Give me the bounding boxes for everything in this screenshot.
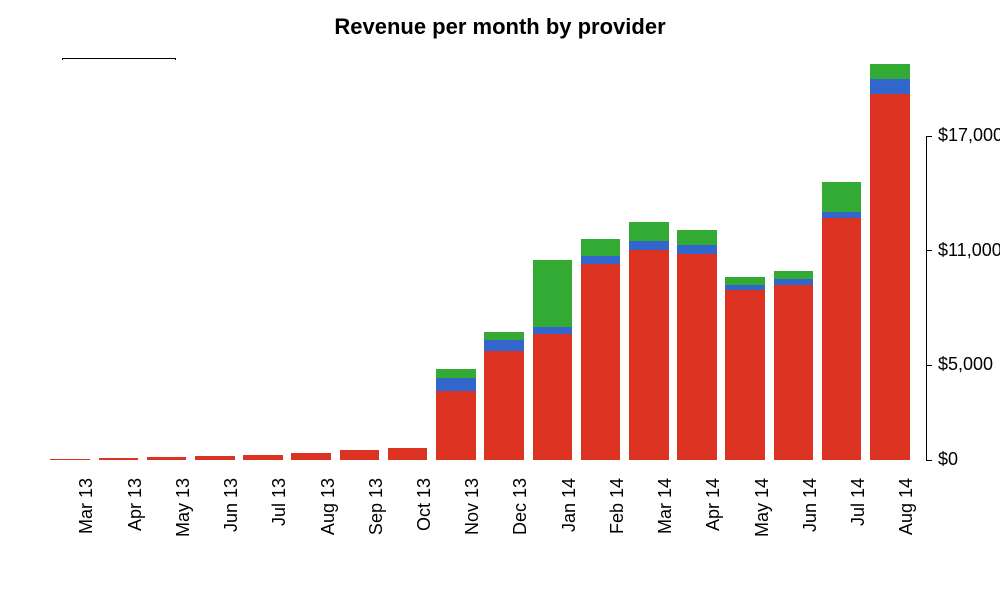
bar-segment-amazon (436, 378, 476, 391)
bar-segment-stripe (725, 277, 765, 285)
bar-segment-paypal (388, 448, 428, 460)
y-tick-mark (926, 136, 932, 137)
bar-slot (388, 60, 428, 460)
x-tick-label: Jul 13 (269, 478, 290, 558)
x-tick-label: May 14 (752, 478, 773, 558)
bar-slot (147, 60, 187, 460)
bar-segment-paypal (99, 458, 139, 460)
x-tick-label: Apr 13 (125, 478, 146, 558)
x-tick-label: Jul 14 (848, 478, 869, 558)
x-tick-label: Jan 14 (559, 478, 580, 558)
bar-segment-amazon (484, 340, 524, 351)
x-tick-label: Nov 13 (462, 478, 483, 558)
bar-slot (436, 60, 476, 460)
x-tick-label: Sep 13 (366, 478, 387, 558)
y-tick-mark (926, 250, 932, 251)
bar-slot (822, 60, 862, 460)
x-tick-label: Mar 14 (655, 478, 676, 558)
x-tick-label: Oct 13 (414, 478, 435, 558)
x-tick-label: Jun 13 (221, 478, 242, 558)
bar-slot (340, 60, 380, 460)
bar-slot (50, 60, 90, 460)
x-tick-label: Mar 13 (76, 478, 97, 558)
bar-slot (725, 60, 765, 460)
y-tick-label: $11,000 (938, 240, 1000, 261)
bar-segment-paypal (195, 456, 235, 460)
x-tick-label: May 13 (173, 478, 194, 558)
bar-segment-paypal (629, 250, 669, 460)
bar-segment-amazon (677, 245, 717, 255)
bar-segment-paypal (533, 334, 573, 460)
x-tick-label: Feb 14 (607, 478, 628, 558)
x-tick-label: Dec 13 (510, 478, 531, 558)
y-tick-mark (926, 365, 932, 366)
y-tick-label: $5,000 (938, 354, 993, 375)
bar-slot (774, 60, 814, 460)
bar-slot (243, 60, 283, 460)
bar-segment-amazon (822, 212, 862, 218)
bar-slot (484, 60, 524, 460)
bar-slot (677, 60, 717, 460)
bar-segment-paypal (50, 459, 90, 460)
bar-slot (99, 60, 139, 460)
bar-segment-amazon (581, 256, 621, 264)
bar-segment-paypal (822, 218, 862, 460)
x-tick-label: Apr 14 (703, 478, 724, 558)
bar-segment-amazon (870, 79, 910, 94)
bar-segment-paypal (870, 94, 910, 460)
bar-segment-stripe (822, 182, 862, 212)
bar-slot (291, 60, 331, 460)
bar-segment-stripe (581, 239, 621, 256)
bar-segment-stripe (870, 64, 910, 79)
bar-segment-paypal (243, 455, 283, 460)
bar-segment-paypal (677, 254, 717, 460)
bar-slot (870, 60, 910, 460)
bar-segment-stripe (436, 369, 476, 379)
bar-segment-paypal (774, 285, 814, 460)
bar-segment-amazon (629, 241, 669, 251)
x-tick-label: Jun 14 (800, 478, 821, 558)
bar-slot (581, 60, 621, 460)
chart-title: Revenue per month by provider (0, 14, 1000, 40)
bar-segment-paypal (436, 391, 476, 460)
y-tick-mark (926, 460, 932, 461)
bar-segment-amazon (725, 285, 765, 291)
bar-slot (533, 60, 573, 460)
bar-segment-paypal (340, 450, 380, 460)
bar-segment-paypal (581, 264, 621, 460)
bar-segment-paypal (147, 457, 187, 460)
bar-segment-paypal (725, 290, 765, 460)
y-axis-line (926, 136, 927, 460)
bar-segment-stripe (677, 230, 717, 245)
bar-slot (629, 60, 669, 460)
bar-segment-stripe (484, 332, 524, 340)
bar-segment-stripe (533, 260, 573, 327)
bar-segment-amazon (533, 327, 573, 335)
bar-segment-amazon (774, 279, 814, 285)
y-tick-label: $0 (938, 449, 958, 470)
x-tick-label: Aug 14 (896, 478, 917, 558)
x-tick-label: Aug 13 (318, 478, 339, 558)
y-tick-label: $17,000 (938, 125, 1000, 146)
bar-segment-paypal (291, 453, 331, 460)
bar-segment-stripe (774, 271, 814, 279)
plot-area (46, 60, 914, 460)
bar-segment-stripe (629, 222, 669, 241)
bar-segment-paypal (484, 351, 524, 460)
bar-slot (195, 60, 235, 460)
